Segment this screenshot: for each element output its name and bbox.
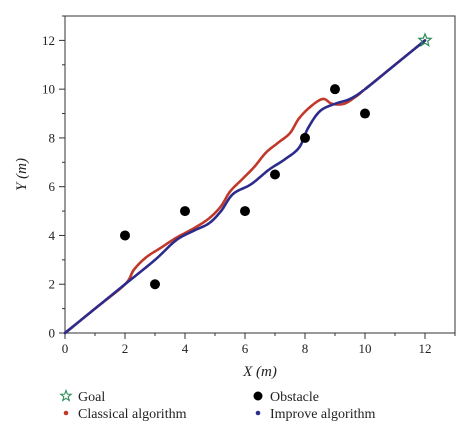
legend-label: Classical algorithm: [78, 407, 187, 422]
legend-dot-icon: [255, 410, 261, 416]
x-axis-label: X (m): [242, 364, 277, 380]
y-tick-label: 12: [42, 33, 55, 48]
x-tick-label: 6: [242, 341, 249, 356]
obstacle-point: [300, 132, 310, 143]
obstacle-point: [150, 279, 160, 290]
axis-ticks: [59, 15, 456, 339]
y-tick-label: 0: [49, 326, 56, 341]
x-tick-label: 12: [419, 341, 432, 356]
legend-label: Improve algorithm: [270, 407, 375, 422]
legend-item: Obstacle: [253, 390, 319, 405]
x-tick-label: 4: [182, 341, 189, 356]
goal-layer: [417, 32, 433, 47]
series-layer: [63, 39, 427, 335]
tick-labels: 0 2 4 6 8 10 12 0 2 4 6 8 10 12: [42, 33, 432, 356]
plot-frame: [64, 15, 456, 334]
series-improve-algorithm: [63, 39, 427, 335]
y-tick-label: 10: [42, 82, 55, 97]
legend-item: Classical algorithm: [63, 407, 187, 422]
obstacle-point: [360, 108, 370, 119]
plot-border: [64, 15, 456, 334]
y-tick-label: 4: [49, 228, 56, 243]
obstacle-point: [330, 84, 340, 95]
obstacle-point: [270, 169, 280, 180]
obstacle-point: [240, 206, 250, 217]
y-tick-label: 2: [49, 277, 56, 292]
goal-star-icon: [417, 32, 433, 47]
x-tick-label: 0: [62, 341, 69, 356]
y-tick-label: 8: [49, 130, 56, 145]
y-axis-label: Y (m): [14, 158, 30, 191]
legend-label: Goal: [78, 390, 105, 405]
x-tick-label: 8: [302, 341, 309, 356]
x-tick-label: 10: [359, 341, 372, 356]
legend-item: Goal: [59, 388, 105, 405]
legend-item: Improve algorithm: [255, 407, 375, 422]
obstacle-layer: [120, 84, 370, 290]
series-point: [423, 39, 427, 42]
legend-obstacle-icon: [253, 391, 263, 401]
obstacle-point: [180, 206, 190, 217]
legend: Goal Obstacle Classical algorithm Improve a…: [59, 388, 375, 422]
legend-dot-icon: [63, 410, 69, 416]
legend-star-icon: [59, 388, 73, 402]
obstacle-point: [120, 230, 130, 241]
x-tick-label: 2: [122, 341, 129, 356]
y-tick-label: 6: [49, 179, 56, 194]
legend-label: Obstacle: [270, 390, 319, 405]
